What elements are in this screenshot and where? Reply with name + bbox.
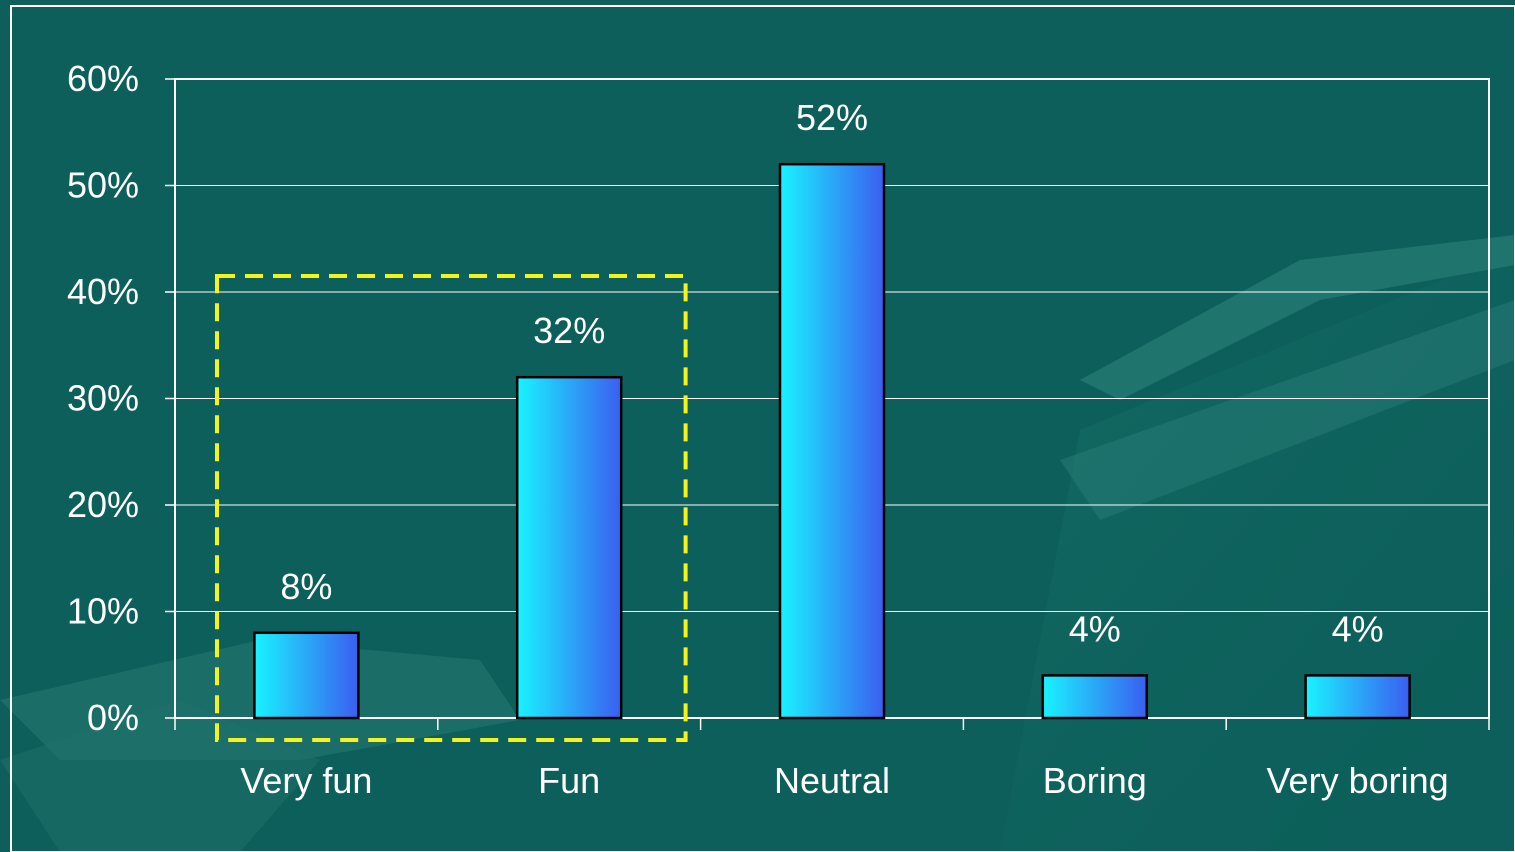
data-label: 32% [533, 310, 605, 351]
bars [253, 162, 1411, 720]
category-label: Very fun [240, 760, 372, 801]
bar-very-boring [1304, 674, 1411, 720]
y-tick-label: 40% [67, 271, 139, 312]
category-label: Very boring [1267, 760, 1449, 801]
y-tick-label: 0% [87, 697, 139, 738]
highlight-box [215, 274, 688, 742]
data-label: 8% [280, 566, 332, 607]
data-label: 4% [1069, 608, 1121, 649]
category-label: Boring [1043, 760, 1147, 801]
y-tick-label: 60% [67, 58, 139, 99]
data-labels: 8% 32% 52% 4% 4% [280, 97, 1383, 649]
data-label: 52% [796, 97, 868, 138]
y-tick-label: 50% [67, 165, 139, 206]
data-label: 4% [1332, 608, 1384, 649]
bar-neutral [778, 162, 886, 720]
slide-frame [10, 5, 1515, 852]
category-label: Fun [538, 760, 600, 801]
x-axis-tick-marks [174, 718, 1490, 730]
y-axis-tick-labels: 0% 10% 20% 30% 40% 50% 60% [67, 58, 175, 738]
y-tick-label: 10% [67, 591, 139, 632]
category-label: Neutral [774, 760, 890, 801]
category-labels: Very fun Fun Neutral Boring Very boring [240, 760, 1448, 801]
bar-boring [1041, 674, 1149, 720]
y-tick-label: 20% [67, 484, 139, 525]
bar-very-fun [253, 631, 360, 720]
y-tick-label: 30% [67, 378, 139, 419]
bar-fun [515, 375, 623, 720]
